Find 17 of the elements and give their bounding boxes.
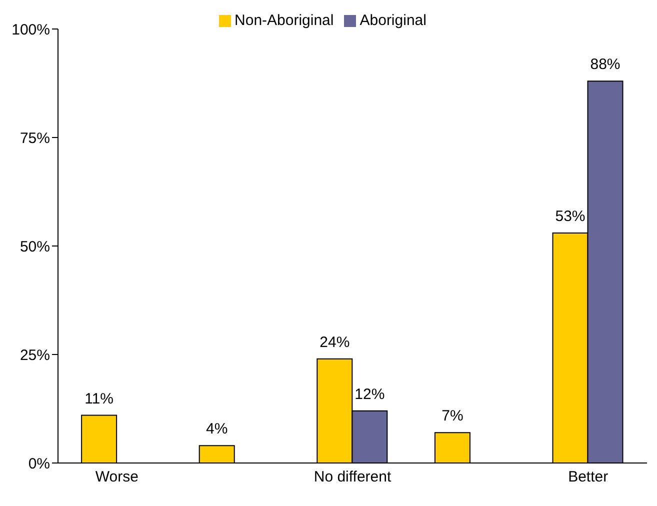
x-tick-label: Worse: [95, 468, 138, 486]
y-tick-label: 25%: [20, 346, 50, 364]
data-label: 7%: [442, 408, 464, 425]
y-tick-label: 75%: [20, 130, 50, 147]
x-tick-label: Better: [568, 468, 608, 486]
y-tick-label: 50%: [20, 238, 50, 256]
x-tick-label: No different: [314, 468, 392, 486]
data-label: 53%: [555, 208, 586, 225]
data-label: 12%: [354, 386, 385, 403]
y-tick-label: 100%: [12, 21, 50, 38]
y-tick-label: 0%: [28, 455, 50, 472]
data-label: 24%: [320, 334, 350, 351]
data-label: 88%: [590, 56, 620, 74]
legend-label: Aboriginal: [360, 12, 426, 29]
data-label: 4%: [206, 420, 228, 438]
legend-label: Non-Aboriginal: [234, 12, 334, 29]
data-label: 11%: [84, 390, 114, 408]
